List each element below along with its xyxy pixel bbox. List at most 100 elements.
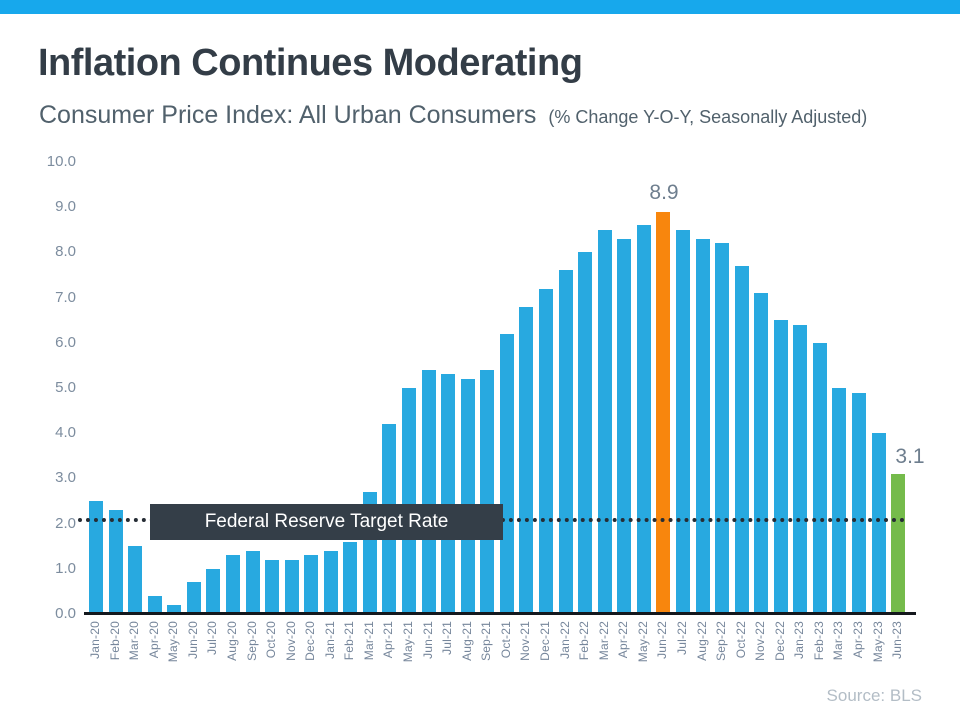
bar-May-20	[167, 605, 181, 614]
bar-Jun-21	[422, 370, 436, 614]
y-tick-label: 5.0	[55, 379, 76, 396]
x-tick-label: Feb-23	[812, 621, 826, 661]
x-tick-label: Nov-22	[753, 621, 767, 661]
x-tick-label: Jan-21	[323, 621, 337, 659]
bar-Nov-22	[754, 293, 768, 614]
subtitle-note: (% Change Y-O-Y, Seasonally Adjusted)	[548, 107, 868, 127]
x-tick-label: Apr-22	[616, 621, 630, 659]
y-tick-label: 8.0	[55, 243, 76, 261]
y-tick-label: 2.0	[55, 514, 76, 532]
x-tick-label: Jun-22	[655, 621, 669, 659]
x-tick-label: Feb-20	[108, 621, 122, 661]
x-tick-label: Jan-23	[792, 621, 806, 659]
bar-Feb-22	[578, 252, 592, 614]
bar-Dec-22	[774, 320, 788, 614]
x-tick-label: May-20	[166, 621, 180, 663]
x-tick-label: Apr-20	[147, 621, 161, 659]
x-tick-label: Nov-21	[518, 621, 532, 661]
bar-Aug-20	[226, 555, 240, 614]
fed-target-label: Federal Reserve Target Rate	[204, 511, 449, 532]
x-tick-label: Mar-21	[362, 621, 376, 661]
y-tick-label: 9.0	[55, 198, 76, 216]
fed-target-label-box: Federal Reserve Target Rate	[150, 504, 503, 540]
x-tick-label: Dec-20	[303, 621, 317, 661]
x-tick-label: Mar-23	[831, 621, 845, 661]
x-axis-line	[84, 612, 916, 615]
x-tick-label: Sep-21	[479, 621, 493, 661]
bar-Aug-21	[461, 379, 475, 614]
x-tick-label: Feb-21	[342, 621, 356, 661]
x-tick-label: Oct-22	[734, 621, 748, 659]
bar-Jun-22	[656, 212, 670, 614]
top-accent-bar	[0, 0, 960, 14]
bar-Sep-20	[246, 551, 260, 614]
bar-Jun-20	[187, 582, 201, 614]
page-title: Inflation Continues Moderating	[38, 42, 583, 84]
bar-Jan-23	[793, 325, 807, 614]
bar-Apr-23	[852, 393, 866, 614]
bar-Dec-20	[304, 555, 318, 614]
y-tick-label: 3.0	[55, 469, 76, 487]
bar-Jul-20	[206, 569, 220, 614]
x-tick-label: Aug-20	[225, 621, 239, 661]
bar-Jan-20	[89, 501, 103, 614]
latest-value-label: 3.1	[895, 445, 925, 468]
bar-Nov-21	[519, 307, 533, 614]
x-tick-label: May-21	[401, 621, 415, 663]
bar-Jul-21	[441, 374, 455, 614]
x-tick-label: Apr-21	[381, 621, 395, 659]
bar-Nov-20	[285, 560, 299, 614]
bar-Oct-20	[265, 560, 279, 614]
x-tick-label: Oct-20	[264, 621, 278, 659]
x-tick-label: Jun-23	[890, 621, 904, 659]
x-tick-label: Jun-21	[421, 621, 435, 659]
x-tick-label: Dec-22	[773, 621, 787, 661]
bar-Jun-23	[891, 474, 905, 614]
bar-Apr-20	[148, 596, 162, 614]
x-tick-label: Oct-21	[499, 621, 513, 659]
bar-Aug-22	[696, 239, 710, 614]
y-tick-label: 6.0	[55, 333, 76, 351]
y-tick-label: 4.0	[55, 424, 76, 442]
x-tick-label: May-23	[871, 621, 885, 663]
bar-Apr-22	[617, 239, 631, 614]
bar-Feb-21	[343, 542, 357, 614]
bar-Jul-22	[676, 230, 690, 614]
x-tick-label: May-22	[636, 621, 650, 663]
x-tick-label: Aug-21	[460, 621, 474, 661]
bar-Mar-23	[832, 388, 846, 614]
x-tick-label: Jun-20	[186, 621, 200, 659]
bar-Feb-23	[813, 343, 827, 614]
bar-Oct-22	[735, 266, 749, 614]
bar-Jan-22	[559, 270, 573, 614]
subtitle-main: Consumer Price Index: All Urban Consumer…	[39, 101, 537, 129]
peak-value-label: 8.9	[649, 181, 679, 204]
x-tick-label: Dec-21	[538, 621, 552, 661]
bar-Sep-22	[715, 243, 729, 614]
x-tick-label: Jul-21	[440, 621, 454, 655]
bar-May-22	[637, 225, 651, 614]
x-tick-label: Mar-22	[597, 621, 611, 661]
x-tick-label: Aug-22	[695, 621, 709, 661]
x-tick-label: Feb-22	[577, 621, 591, 661]
bar-Dec-21	[539, 289, 553, 614]
y-tick-label: 1.0	[55, 559, 76, 577]
x-tick-label: Jul-22	[675, 621, 689, 655]
y-tick-label: 7.0	[55, 288, 76, 306]
x-tick-label: Jul-20	[205, 621, 219, 655]
x-tick-label: Mar-20	[127, 621, 141, 661]
bar-Mar-20	[128, 546, 142, 614]
y-tick-label: 10.0	[46, 153, 76, 170]
x-tick-label: Sep-20	[245, 621, 259, 661]
bar-Sep-21	[480, 370, 494, 614]
x-tick-label: Jan-22	[558, 621, 572, 659]
bar-Mar-22	[598, 230, 612, 614]
bar-Jan-21	[324, 551, 338, 614]
bar-May-23	[872, 433, 886, 614]
x-tick-label: Apr-23	[851, 621, 865, 659]
bar-May-21	[402, 388, 416, 614]
bar-Feb-20	[109, 510, 123, 614]
x-tick-label: Jan-20	[88, 621, 102, 659]
